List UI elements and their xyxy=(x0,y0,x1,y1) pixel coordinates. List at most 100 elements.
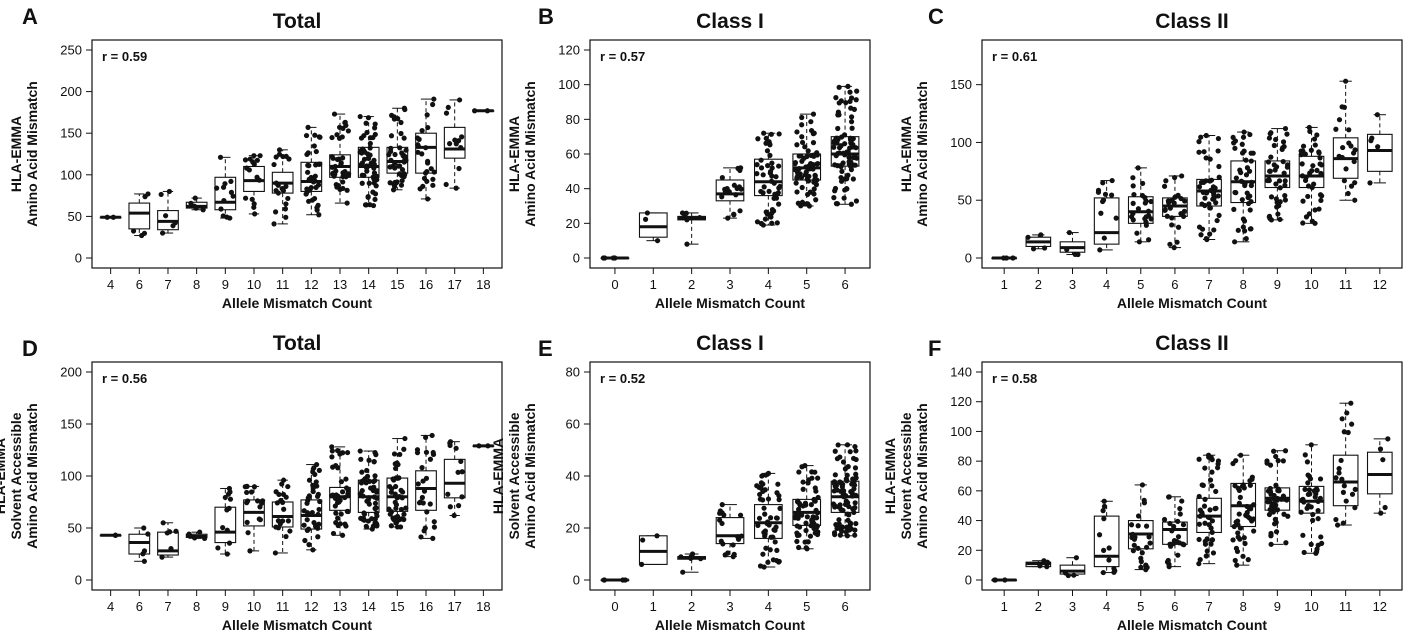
data-point xyxy=(852,532,858,538)
data-point xyxy=(762,216,769,222)
data-point xyxy=(1162,207,1168,213)
x-tick-label: 7 xyxy=(164,599,171,614)
data-point xyxy=(1274,507,1281,513)
data-point xyxy=(276,147,283,153)
data-point xyxy=(1167,241,1173,247)
data-point xyxy=(283,201,289,207)
data-point xyxy=(833,95,839,101)
data-point xyxy=(805,148,811,154)
data-point xyxy=(754,219,761,225)
data-point xyxy=(1101,503,1108,510)
box-9 xyxy=(1264,125,1291,223)
box-8 xyxy=(1230,129,1257,245)
data-point xyxy=(1341,429,1347,435)
data-point xyxy=(1251,528,1257,534)
data-point xyxy=(459,494,465,500)
data-point xyxy=(484,108,491,114)
data-point xyxy=(831,488,837,494)
data-point xyxy=(803,520,809,526)
data-point xyxy=(1002,577,1008,583)
data-point xyxy=(1304,459,1311,465)
data-point xyxy=(1169,222,1175,228)
data-point xyxy=(140,551,146,557)
data-point xyxy=(1216,174,1222,180)
data-point xyxy=(799,114,805,121)
data-point xyxy=(735,165,741,171)
box-11 xyxy=(1332,78,1359,203)
x-tick-label: 1 xyxy=(1001,599,1008,614)
data-point xyxy=(1198,232,1204,238)
data-point xyxy=(425,158,431,164)
x-tick-label: 5 xyxy=(1137,277,1144,292)
data-point xyxy=(760,190,766,196)
data-point xyxy=(1141,497,1147,503)
box-5 xyxy=(1127,165,1154,245)
data-point xyxy=(145,531,151,537)
box-3 xyxy=(715,165,745,221)
data-point xyxy=(312,132,318,138)
data-point xyxy=(1308,541,1314,547)
data-point xyxy=(337,521,343,527)
data-point xyxy=(1382,504,1388,511)
data-point xyxy=(774,547,780,553)
y-tick-label: 0 xyxy=(965,251,972,266)
data-point xyxy=(755,522,761,529)
data-point xyxy=(1134,230,1140,236)
x-tick-label: 4 xyxy=(107,277,114,292)
data-point xyxy=(1163,178,1169,184)
data-point xyxy=(443,181,449,188)
data-point xyxy=(815,475,821,481)
data-point xyxy=(764,148,771,154)
data-point xyxy=(1273,529,1280,535)
y-axis-label: HLA-EMMA xyxy=(490,438,506,514)
data-point xyxy=(1108,192,1115,198)
data-point xyxy=(192,195,198,201)
data-point xyxy=(401,511,407,517)
data-point xyxy=(188,200,194,206)
data-point xyxy=(315,534,321,540)
data-point xyxy=(1202,496,1208,502)
data-point xyxy=(601,577,607,583)
data-point xyxy=(1209,457,1215,463)
data-point xyxy=(1243,236,1249,242)
data-point xyxy=(722,552,728,558)
data-point xyxy=(1170,540,1177,547)
data-point xyxy=(642,216,649,222)
data-point xyxy=(680,569,686,575)
data-point xyxy=(303,132,310,139)
data-point xyxy=(800,479,806,485)
data-point xyxy=(365,194,371,200)
data-point xyxy=(1135,513,1142,519)
data-point xyxy=(387,164,393,170)
data-point xyxy=(1351,158,1357,165)
data-point xyxy=(845,464,851,470)
y-tick-label: 0 xyxy=(75,573,82,588)
data-point xyxy=(1378,510,1384,516)
data-point xyxy=(1277,199,1283,205)
data-point xyxy=(763,209,769,215)
data-point xyxy=(392,151,398,158)
data-point xyxy=(759,473,765,479)
data-point xyxy=(1211,195,1217,201)
data-point xyxy=(425,124,431,131)
data-point xyxy=(1282,197,1288,203)
data-point xyxy=(1208,187,1214,193)
y-tick-label: 100 xyxy=(60,469,82,484)
data-point xyxy=(1298,152,1304,158)
data-point xyxy=(1237,494,1243,500)
data-point xyxy=(141,558,147,564)
y-tick-label: 100 xyxy=(558,77,580,92)
data-point xyxy=(1206,201,1212,207)
data-point xyxy=(1318,170,1324,177)
box-18 xyxy=(472,108,495,114)
data-point xyxy=(775,481,781,487)
data-point xyxy=(214,185,220,191)
x-tick-label: 7 xyxy=(164,277,171,292)
data-point xyxy=(1203,553,1209,559)
data-point xyxy=(1098,210,1104,216)
data-point xyxy=(1073,555,1079,561)
data-point xyxy=(1139,550,1145,556)
panel-d: D Total r = 0.56 0 50 100 150 200 4 6 7 8 9 10 11 12 13 1… xyxy=(0,332,503,633)
data-point xyxy=(1232,189,1238,196)
data-point xyxy=(1241,129,1247,135)
